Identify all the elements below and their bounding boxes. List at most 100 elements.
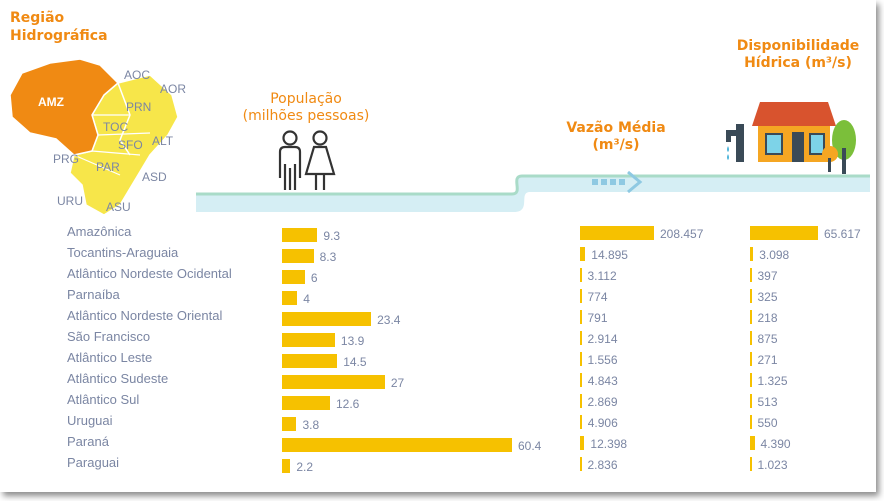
population-bar [282, 459, 291, 473]
flow-value-label: 2.869 [587, 395, 618, 409]
map-label-amz: AMZ [38, 95, 64, 109]
availability-bar [750, 457, 752, 471]
flow-bar [580, 436, 585, 450]
population-bar [282, 417, 297, 431]
flow-bar [580, 415, 582, 429]
population-bar [282, 354, 338, 368]
availability-value-label: 3.098 [759, 248, 790, 262]
flow-value-label: 3.112 [587, 269, 617, 283]
population-value-label: 6 [310, 271, 318, 285]
water-pipe-icon [726, 124, 744, 162]
availability-bar [750, 331, 752, 345]
availability-bar [750, 373, 752, 387]
availability-bar [750, 289, 752, 303]
availability-bar [750, 268, 752, 282]
map-label-par: PAR [96, 160, 120, 174]
category-label: Parnaíba [67, 287, 120, 302]
population-bar [282, 396, 330, 410]
flow-value-label: 774 [587, 290, 608, 304]
flow-value-label: 208.457 [660, 227, 704, 241]
map-label-toc: TOC [103, 120, 129, 134]
flow-bar [580, 394, 582, 408]
availability-value-label: 513 [757, 395, 778, 409]
population-bar [282, 438, 512, 452]
population-bar [282, 249, 314, 263]
flow-value-label: 2.836 [587, 458, 618, 472]
flow-value-label: 1.556 [587, 353, 618, 367]
availability-bar [750, 247, 754, 261]
population-value-label: 12.6 [335, 397, 360, 411]
category-label: Atlântico Nordeste Oriental [67, 308, 223, 323]
population-bar [282, 312, 372, 326]
availability-value-label: 4.390 [760, 437, 791, 451]
flow-bar [580, 310, 582, 324]
availability-value-label: 271 [757, 353, 778, 367]
category-label: Atlântico Sudeste [67, 371, 169, 386]
map-label-sfo: SFO [118, 138, 143, 152]
population-bar [282, 270, 305, 284]
river-band [196, 174, 870, 212]
flow-bar [580, 247, 586, 261]
flow-bar [580, 352, 582, 366]
category-label: Atlântico Nordeste Ocidental [67, 266, 232, 281]
availability-value-label: 65.617 [824, 227, 861, 241]
flow-bar [580, 289, 582, 303]
flow-bar [580, 457, 582, 471]
population-bar [282, 291, 298, 305]
category-label: Atlântico Leste [67, 350, 153, 365]
map-label-prg: PRG [53, 152, 80, 166]
availability-bar [750, 352, 752, 366]
population-value-label: 60.4 [518, 439, 542, 453]
flow-value-label: 14.895 [591, 248, 628, 262]
category-label: Uruguai [67, 413, 113, 428]
availability-value-label: 325 [757, 290, 778, 304]
flow-title: Vazão Média (m³/s) [566, 120, 666, 153]
flow-bar [580, 331, 582, 345]
availability-value-label: 218 [757, 311, 778, 325]
availability-value-label: 1.325 [757, 374, 788, 388]
population-bar [282, 228, 318, 242]
map-label-asd: ASD [142, 170, 167, 184]
flow-bar [580, 226, 654, 240]
flow-value-label: 2.914 [587, 332, 618, 346]
availability-bar [750, 436, 755, 450]
population-value-label: 14.5 [343, 355, 367, 369]
population-value-label: 4 [303, 292, 310, 306]
availability-title: Disponibilidade Hídrica (m³/s) [736, 38, 860, 71]
map-label-alt: ALT [152, 134, 174, 148]
population-value-label: 27 [390, 376, 405, 390]
availability-value-label: 397 [757, 269, 778, 283]
flow-value-label: 4.906 [587, 416, 618, 430]
category-label: Tocantins-Araguaia [67, 245, 179, 260]
brazil-map [9, 58, 179, 215]
flow-value-label: 791 [587, 311, 608, 325]
category-label: Atlântico Sul [67, 392, 140, 407]
availability-bar [750, 310, 752, 324]
availability-value-label: 875 [757, 332, 778, 346]
availability-value-label: 1.023 [757, 458, 788, 472]
map-label-prn: PRN [126, 100, 152, 114]
category-label: Paraguai [67, 455, 120, 470]
map-label-aoc: AOC [124, 68, 151, 82]
population-value-label: 8.3 [319, 250, 337, 264]
infographic-frame: Região Hidrográfica AMZ AOC AOR PRN TOC … [9, 10, 870, 474]
map-label-aor: AOR [160, 82, 187, 96]
population-value-label: 13.9 [340, 334, 365, 348]
population-value-label: 9.3 [323, 229, 341, 243]
flow-bar [580, 373, 582, 387]
flow-value-label: 4.843 [587, 374, 618, 388]
map-label-asu: ASU [106, 200, 131, 214]
house-icon [752, 102, 836, 162]
population-bar [282, 375, 385, 389]
population-title: População (milhões pessoas) [242, 91, 370, 124]
flow-value-label: 12.398 [590, 437, 628, 451]
tree-icon [822, 120, 856, 174]
people-icon [278, 130, 336, 190]
availability-bar [750, 415, 752, 429]
availability-bar [750, 226, 818, 240]
availability-bar [750, 394, 752, 408]
availability-value-label: 550 [757, 416, 778, 430]
category-label: São Francisco [67, 329, 151, 344]
population-value-label: 3.8 [302, 418, 320, 432]
map-label-uru: URU [57, 194, 83, 208]
